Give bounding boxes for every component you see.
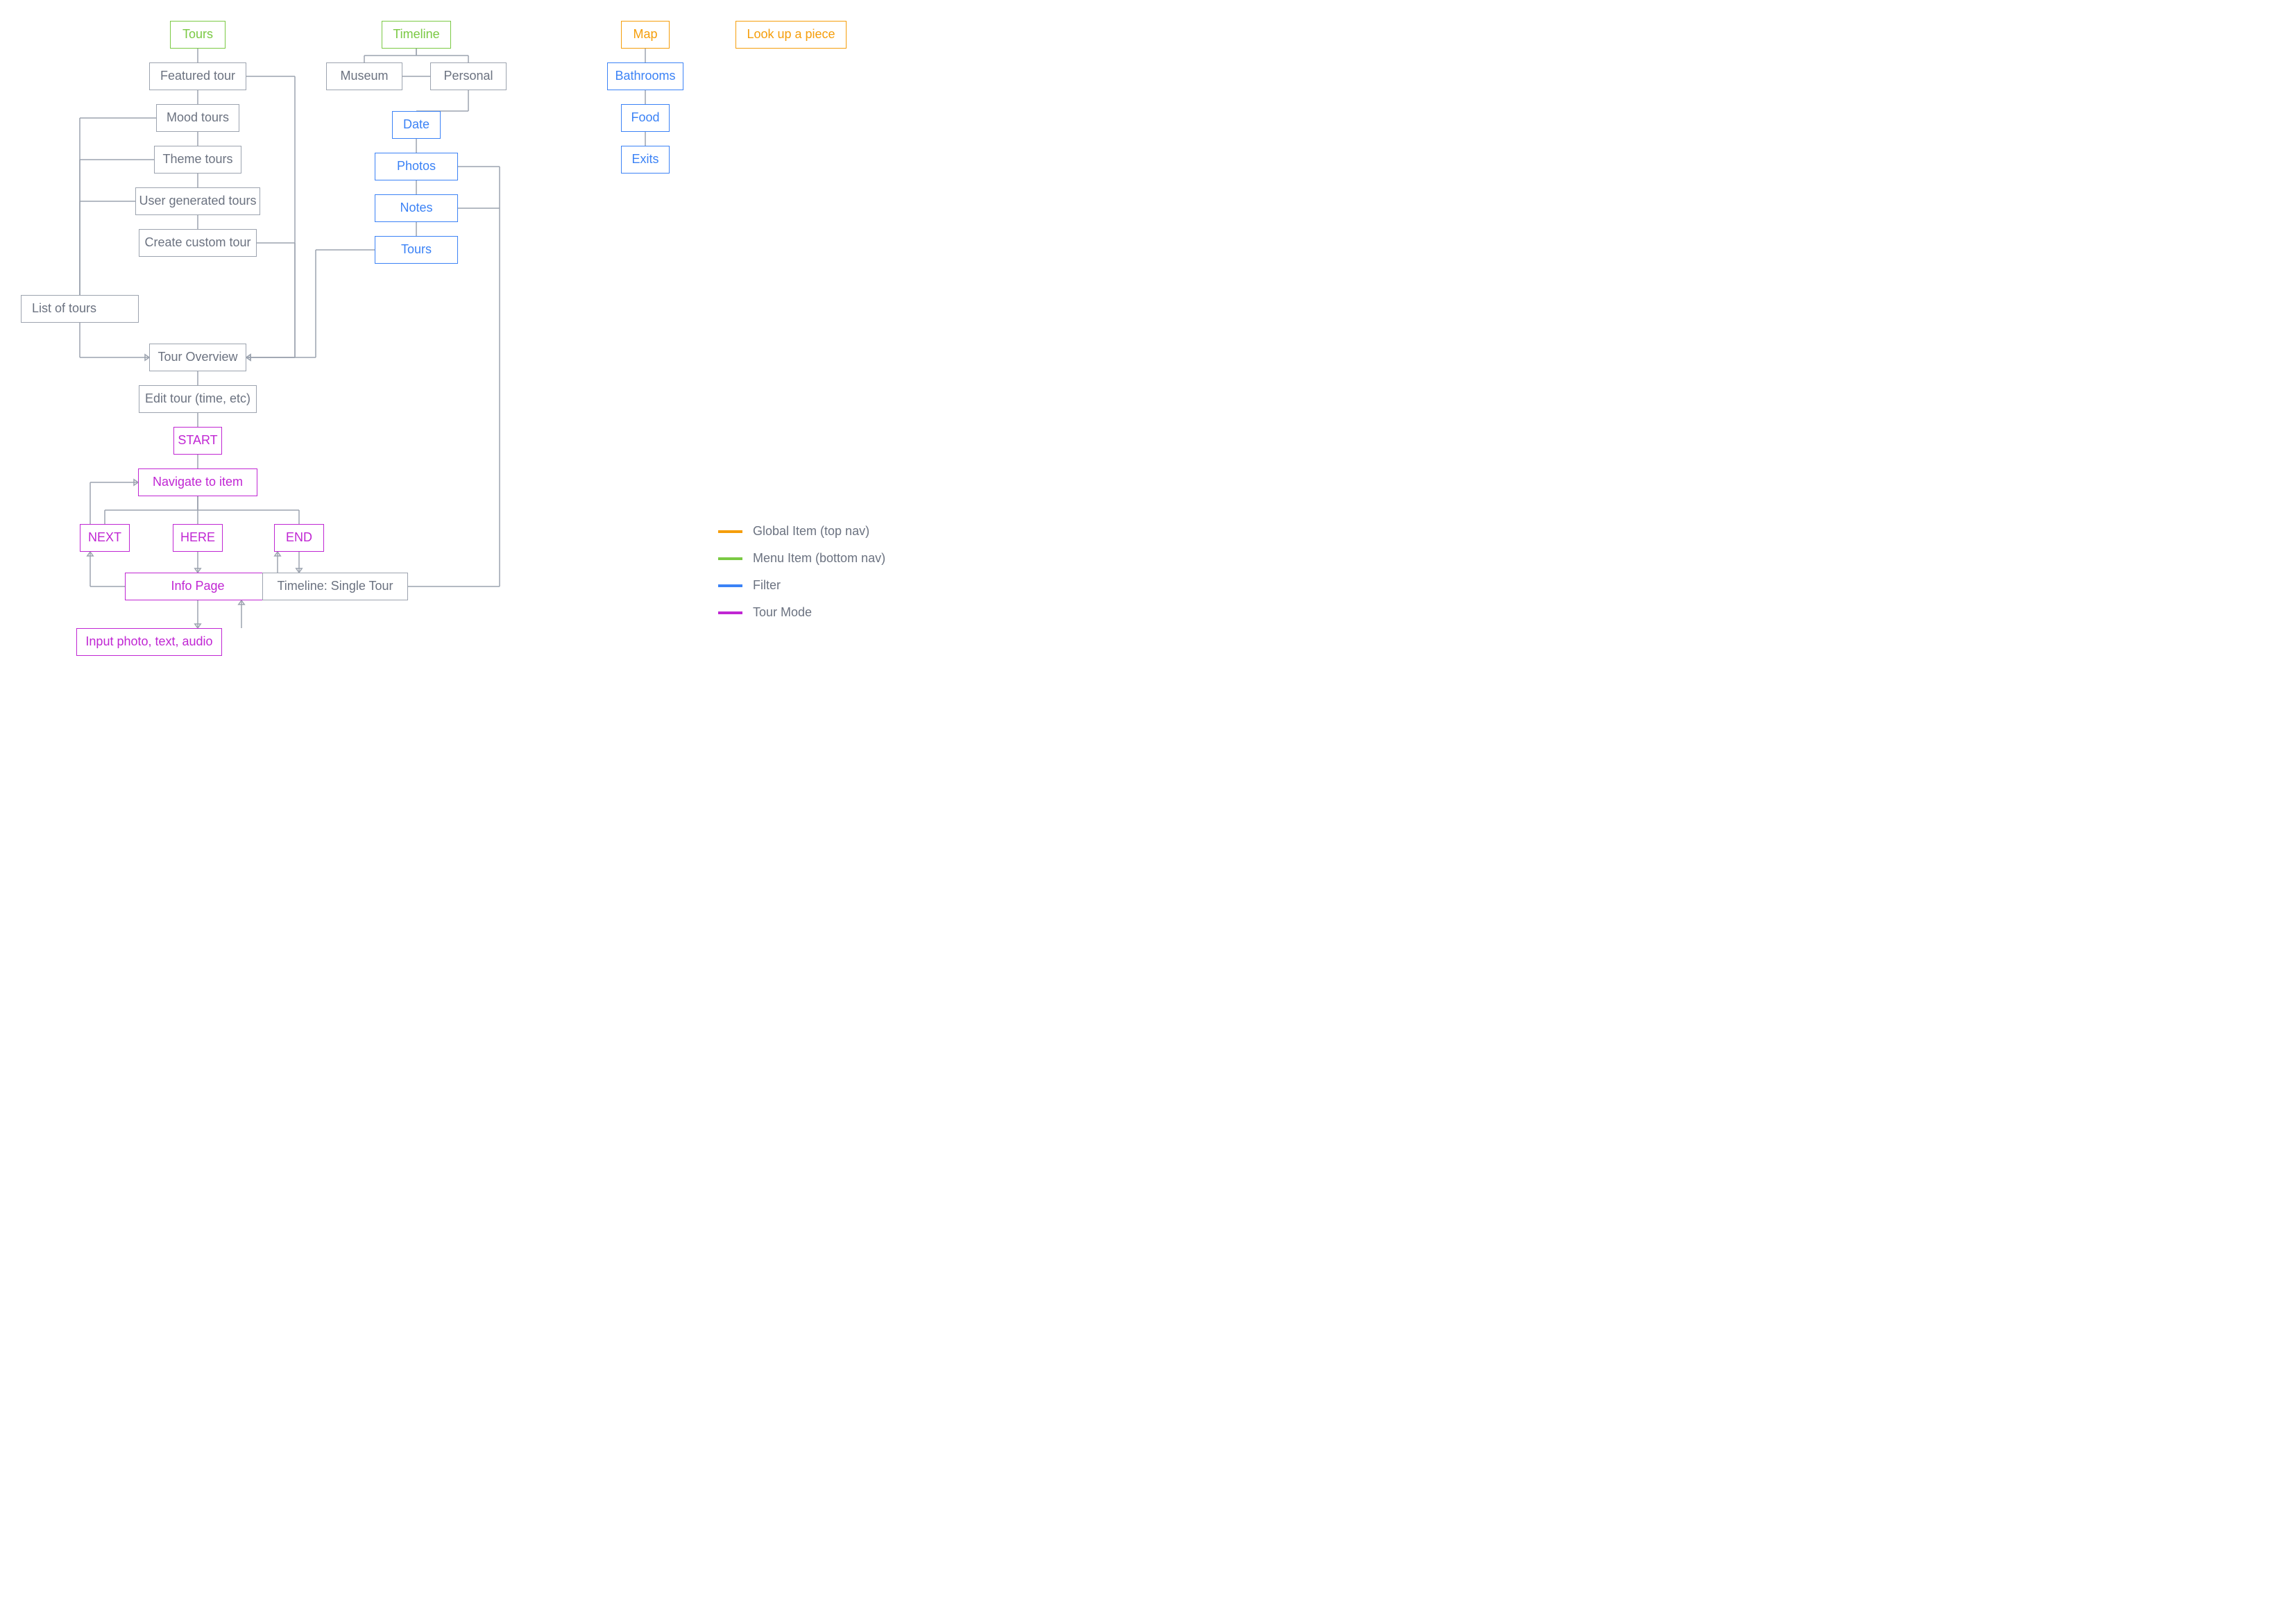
- node-here: HERE: [173, 524, 223, 552]
- node-start: START: [173, 427, 222, 455]
- node-usergen: User generated tours: [135, 187, 260, 215]
- legend-swatch: [718, 611, 742, 614]
- node-personal: Personal: [430, 62, 507, 90]
- node-featured: Featured tour: [149, 62, 246, 90]
- node-end: END: [274, 524, 324, 552]
- node-custom: Create custom tour: [139, 229, 257, 257]
- flowchart-canvas: Tours Featured tour Mood tours Theme tours U…: [0, 0, 1082, 763]
- legend-row: Tour Mode: [718, 605, 885, 620]
- node-notes: Notes: [375, 194, 458, 222]
- node-date: Date: [392, 111, 441, 139]
- legend-swatch: [718, 584, 742, 587]
- node-map: Map: [621, 21, 670, 49]
- legend-label: Global Item (top nav): [753, 524, 869, 539]
- legend-swatch: [718, 557, 742, 560]
- node-food: Food: [621, 104, 670, 132]
- legend-label: Filter: [753, 578, 781, 593]
- node-bath: Bathrooms: [607, 62, 683, 90]
- node-theme: Theme tours: [154, 146, 241, 174]
- node-museum: Museum: [326, 62, 402, 90]
- node-exits: Exits: [621, 146, 670, 174]
- node-lookup: Look up a piece: [735, 21, 847, 49]
- node-mood: Mood tours: [156, 104, 239, 132]
- legend-row: Filter: [718, 578, 885, 593]
- node-info: Info Page: [125, 573, 271, 600]
- node-list: List of tours: [21, 295, 139, 323]
- legend-swatch: [718, 530, 742, 533]
- legend-row: Global Item (top nav): [718, 524, 885, 539]
- legend-label: Tour Mode: [753, 605, 812, 620]
- node-tlsingle: Timeline: Single Tour: [262, 573, 408, 600]
- node-edit: Edit tour (time, etc): [139, 385, 257, 413]
- legend: Global Item (top nav) Menu Item (bottom n…: [718, 524, 885, 632]
- node-next: NEXT: [80, 524, 130, 552]
- node-photos: Photos: [375, 153, 458, 180]
- node-overview: Tour Overview: [149, 344, 246, 371]
- node-nav: Navigate to item: [138, 468, 257, 496]
- node-tours: Tours: [170, 21, 226, 49]
- node-timeline: Timeline: [382, 21, 451, 49]
- legend-label: Menu Item (bottom nav): [753, 551, 885, 566]
- legend-row: Menu Item (bottom nav): [718, 551, 885, 566]
- node-input: Input photo, text, audio: [76, 628, 222, 656]
- node-tlTours: Tours: [375, 236, 458, 264]
